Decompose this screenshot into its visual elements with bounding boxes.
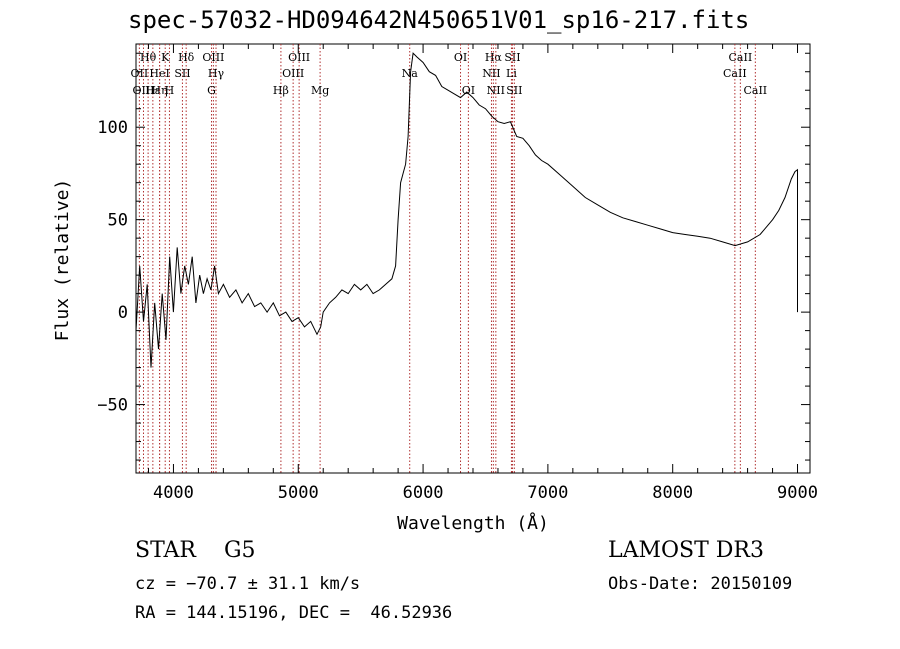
spectrum-series-line	[135, 52, 798, 368]
line-marker-label: CaII	[729, 51, 753, 64]
survey-label: LAMOST DR3	[608, 538, 764, 563]
y-axis-label: Flux (relative)	[52, 179, 73, 342]
line-marker-label: SII	[504, 51, 520, 64]
line-marker-label: HeI	[149, 67, 169, 80]
line-marker-label: OIII	[202, 51, 224, 64]
line-marker-label: CaII	[723, 67, 747, 80]
line-marker-label: NII	[487, 84, 505, 97]
line-marker-label: Hα	[485, 51, 503, 64]
line-marker-label: OII	[131, 67, 149, 80]
axis-ticks: 4000 5000 6000 7000 8000 9000 −50 0 50 100	[97, 44, 818, 503]
x-tick-label: 6000	[403, 483, 444, 503]
x-tick-label: 8000	[652, 483, 693, 503]
x-axis-label: Wavelength (Å)	[397, 512, 549, 534]
redshift-label: cz = −70.7 ± 31.1 km/s	[135, 574, 361, 594]
line-marker-label: NII	[482, 67, 500, 80]
line-marker-label: SII	[174, 67, 190, 80]
line-marker-label: Hβ	[273, 84, 289, 97]
line-marker-label: OIII	[282, 67, 304, 80]
object-class-label: STAR G5	[135, 538, 256, 563]
chart-title: spec-57032-HD094642N450651V01_sp16-217.f…	[128, 6, 750, 34]
x-tick-label: 5000	[278, 483, 319, 503]
y-tick-label: 0	[118, 303, 128, 323]
line-marker-label: Mg	[311, 84, 329, 97]
line-marker-label: K	[161, 51, 170, 64]
object-subclass: G5	[223, 538, 256, 563]
x-tick-label: 9000	[777, 483, 818, 503]
x-tick-label: 4000	[153, 483, 194, 503]
object-class: STAR	[135, 538, 196, 563]
line-marker-label: Hε	[145, 84, 161, 97]
y-tick-label: 50	[108, 211, 128, 231]
line-marker-label: Hδ	[178, 51, 195, 64]
line-marker-label: OIII	[288, 51, 310, 64]
line-marker-label: CaII	[743, 84, 767, 97]
line-marker-label: H	[165, 84, 175, 97]
line-marker-label: Na	[402, 67, 419, 80]
line-marker-label: OI	[454, 51, 467, 64]
line-marker-label: Hθ	[140, 51, 157, 64]
line-marker-label: SII	[506, 84, 522, 97]
line-marker-label: G	[207, 84, 216, 97]
line-marker-label: Li	[506, 67, 517, 80]
y-tick-label: −50	[97, 396, 128, 416]
y-tick-label: 100	[97, 118, 128, 138]
obs-date-label: Obs-Date: 20150109	[608, 574, 793, 594]
line-marker-label: Hγ	[208, 67, 225, 80]
x-tick-label: 7000	[527, 483, 568, 503]
line-marker-label: OIII	[132, 84, 154, 97]
plot-frame	[135, 43, 811, 474]
radec-label: RA = 144.15196, DEC = 46.52936	[135, 603, 453, 623]
